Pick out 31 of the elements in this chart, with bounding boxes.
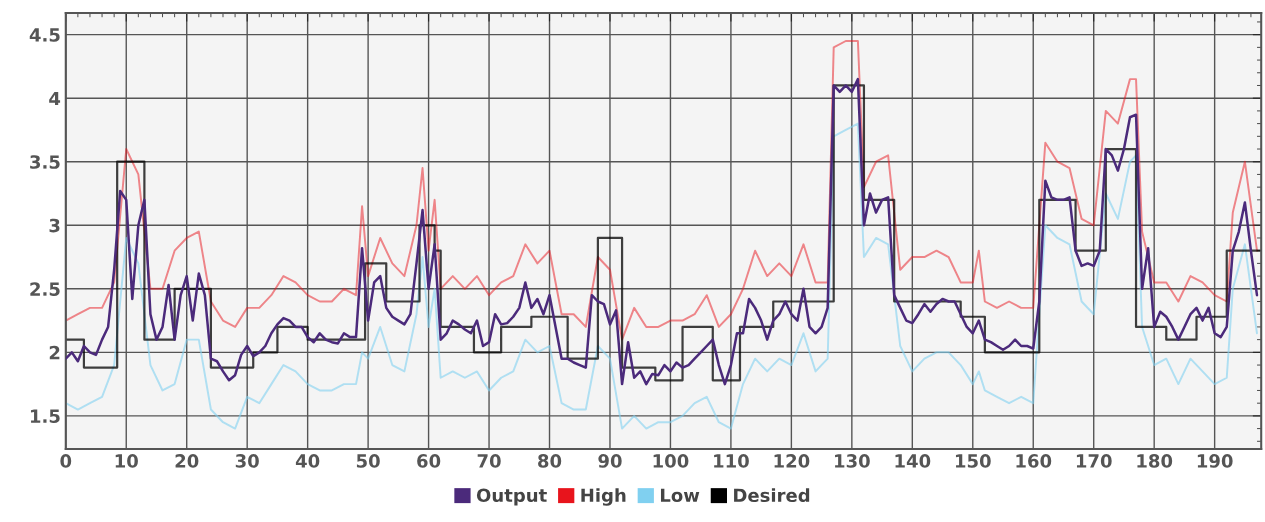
x-tick-label: 190 (1197, 454, 1233, 468)
x-tick-label: 90 (598, 454, 622, 468)
x-tick-label: 160 (1016, 454, 1052, 468)
x-tick-label: 110 (714, 454, 749, 468)
legend-label: Output (476, 488, 547, 506)
x-tick-label: 80 (538, 454, 562, 468)
x-tick-label: 20 (175, 454, 199, 468)
y-tick-label: 4 (49, 91, 61, 106)
y-tick-label: 3 (49, 218, 60, 233)
x-tick-label: 60 (417, 454, 441, 468)
y-tick-label: 3.5 (30, 155, 60, 169)
x-tick-label: 100 (653, 454, 689, 468)
x-tick-label: 0 (60, 454, 72, 468)
x-tick-label: 120 (774, 454, 810, 468)
y-tick-label: 4.5 (29, 28, 60, 42)
x-tick-label: 50 (356, 454, 380, 468)
x-tick-label: 10 (115, 454, 138, 468)
y-tick-label: 1.5 (30, 409, 60, 423)
x-tick-label: 170 (1076, 454, 1112, 468)
y-tick-label: 2 (49, 345, 60, 360)
x-tick-label: 30 (235, 454, 259, 468)
x-tick-label: 150 (955, 454, 991, 468)
legend-label: Desired (734, 488, 810, 503)
legend-label: Low (660, 488, 700, 503)
x-tick-label: 70 (477, 454, 501, 468)
x-tick-label: 140 (895, 454, 931, 468)
x-tick-label: 40 (295, 454, 320, 468)
y-tick-label: 2.5 (30, 282, 60, 296)
x-tick-label: 130 (835, 454, 870, 468)
x-tick-label: 180 (1137, 454, 1173, 468)
legend-label: High (581, 488, 626, 506)
